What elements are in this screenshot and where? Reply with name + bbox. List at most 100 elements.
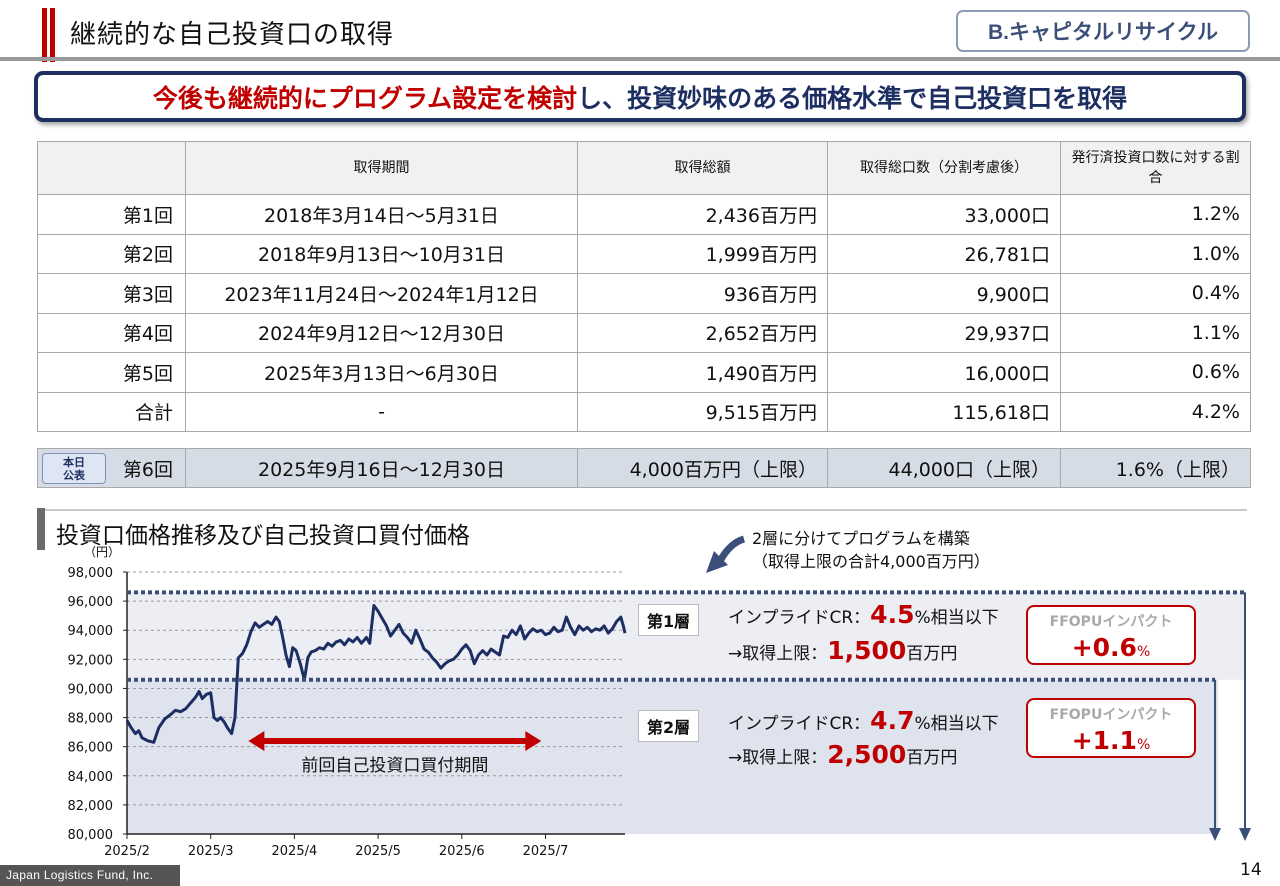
table-row: 第4回 2024年9月12日～12月30日 2,652百万円 29,937口 1…	[37, 312, 1251, 353]
header-accent-bar	[42, 8, 47, 62]
layer2-cr-suffix: %相当以下	[914, 714, 999, 734]
banner-text-red: 今後も継続的にプログラム設定を検討	[152, 83, 578, 113]
layer1-limit-value: 1,500	[827, 636, 907, 665]
banner-text-navy: し、投資妙味のある価格水準で自己投資口を取得	[577, 83, 1128, 113]
layer2-limit-suffix: 百万円	[906, 748, 958, 768]
table-cell: 1.6%（上限）	[1060, 448, 1251, 488]
layer1-ffopu-impact: FFOPUインパクト +0.6%	[1026, 605, 1196, 665]
table-cell: 4,000百万円（上限）	[577, 448, 828, 488]
table-row: 第5回 2025年3月13日～6月30日 1,490百万円 16,000口 0.…	[37, 352, 1251, 393]
layer2-cr: インプライドCR：4.7%相当以下	[728, 706, 999, 735]
table-cell: 0.4%	[1060, 273, 1251, 314]
ffopu-value-unit: %	[1136, 644, 1151, 660]
purchase-level-arrow-head	[1209, 828, 1221, 841]
y-tick-label: 80,000	[68, 828, 114, 843]
table-cell: 1.0%	[1060, 233, 1251, 274]
company-logo: Japan Logistics Fund, Inc.	[0, 865, 180, 886]
table-header-cell: 取得総額	[577, 141, 828, 195]
x-tick-label: 2025/3	[188, 844, 234, 859]
purchase-level-lines	[127, 590, 1251, 841]
layer2-limit-prefix: →取得上限：	[728, 748, 828, 768]
y-tick-label: 94,000	[68, 624, 114, 639]
series-line-unit-price	[125, 604, 627, 744]
ffopu-value-number: +0.6	[1071, 633, 1137, 662]
layer2-cr-value: 4.7	[870, 706, 915, 735]
table-cell: 1.2%	[1060, 194, 1251, 235]
table-row: 第1回 2018年3月14日～5月31日 2,436百万円 33,000口 1.…	[37, 194, 1251, 235]
table-cell: 本日 公表 第6回	[37, 448, 186, 488]
y-tick-label: 86,000	[68, 741, 114, 756]
chart-section-title: 投資口価格推移及び自己投資口買付価格	[56, 523, 470, 549]
layer1-cr-prefix: インプライドCR：	[728, 608, 871, 628]
ffopu-impact-title: FFOPUインパクト	[1049, 707, 1173, 723]
table-cell: 16,000口	[827, 352, 1061, 393]
header-accent-bar	[50, 8, 55, 62]
table-cell: -	[185, 391, 578, 432]
table-cell: 0.6%	[1060, 352, 1251, 393]
table-cell: 26,781口	[827, 233, 1061, 274]
layer1-cr-suffix: %相当以下	[914, 608, 999, 628]
layer2-limit-value: 2,500	[827, 740, 907, 769]
table-header-row: 取得期間 取得総額 取得総口数（分割考慮後） 発行済投資口数に対する割合	[37, 141, 1251, 195]
period-label: 前回自己投資口買付期間	[301, 756, 488, 776]
table-cell: 115,618口	[827, 391, 1061, 432]
y-tick-label: 84,000	[68, 770, 114, 785]
x-axis-ticks: 2025/2 2025/3 2025/4 2025/5 2025/6 2025/7	[104, 834, 568, 859]
layer1-label: 第1層	[638, 604, 700, 636]
table-cell: 2018年9月13日～10月31日	[185, 233, 578, 274]
table-header-cell: 発行済投資口数に対する割合	[1060, 141, 1251, 195]
table-cell: 第5回	[37, 352, 186, 393]
page-title: 継続的な自己投資口の取得	[70, 20, 395, 50]
header-divider	[0, 57, 1280, 61]
table-cell: 第1回	[37, 194, 186, 235]
table-cell: 2025年9月16日～12月30日	[185, 448, 578, 488]
ffopu-impact-title: FFOPUインパクト	[1049, 614, 1173, 630]
table-row-new-program: 本日 公表 第6回 2025年9月16日～12月30日 4,000百万円（上限） …	[37, 448, 1251, 488]
table-cell: 第3回	[37, 273, 186, 314]
y-tick-label: 92,000	[68, 653, 114, 668]
table-total-row: 合計 - 9,515百万円 115,618口 4.2%	[37, 391, 1251, 432]
chart-gridlines	[127, 571, 625, 806]
layer1-cr: インプライドCR：4.5%相当以下	[728, 600, 999, 629]
x-tick-label: 2025/5	[355, 844, 401, 859]
table-cell: 4.2%	[1060, 391, 1251, 432]
table-row: 第2回 2018年9月13日～10月31日 1,999百万円 26,781口 1…	[37, 233, 1251, 274]
ffopu-impact-value: +1.1%	[1028, 726, 1194, 755]
purchase-level-arrow-head	[1239, 828, 1251, 841]
table-cell: 9,900口	[827, 273, 1061, 314]
layer2-label: 第2層	[638, 710, 700, 742]
x-tick-label: 2025/4	[272, 844, 318, 859]
x-tick-label: 2025/2	[104, 844, 150, 859]
table-cell: 2024年9月12日～12月30日	[185, 312, 578, 353]
table-cell: 1,490百万円	[577, 352, 828, 393]
previous-buyback-period-arrow: 前回自己投資口買付期間	[248, 731, 542, 776]
program-note-line1: 2層に分けてプログラムを構築	[752, 529, 970, 548]
program-note-line2: （取得上限の合計4,000百万円）	[752, 552, 990, 571]
table-row: 第3回 2023年11月24日～2024年1月12日 936百万円 9,900口…	[37, 273, 1251, 314]
x-tick-label: 2025/6	[439, 844, 485, 859]
y-tick-label: 88,000	[68, 712, 114, 727]
layer2-limit: →取得上限：2,500百万円	[728, 740, 957, 769]
section-tag: B.キャピタルリサイクル	[956, 10, 1250, 52]
new-program-table: 本日 公表 第6回 2025年9月16日～12月30日 4,000百万円（上限） …	[37, 448, 1251, 488]
ffopu-value-unit: %	[1136, 737, 1151, 753]
key-message-banner: 今後も継続的にプログラム設定を検討 し、投資妙味のある価格水準で自己投資口を取得	[34, 71, 1246, 122]
program-note: 2層に分けてプログラムを構築 （取得上限の合計4,000百万円）	[752, 527, 990, 573]
y-axis-unit: （円）	[84, 545, 121, 559]
buyback-history-table: 取得期間 取得総額 取得総口数（分割考慮後） 発行済投資口数に対する割合 第1回…	[37, 141, 1251, 432]
table-cell: 第4回	[37, 312, 186, 353]
x-tick-label: 2025/7	[523, 844, 569, 859]
table-header-cell: 取得総口数（分割考慮後）	[827, 141, 1061, 195]
y-tick-label: 82,000	[68, 799, 114, 814]
layer1-limit-prefix: →取得上限：	[728, 644, 828, 664]
page-number: 14	[1240, 860, 1262, 880]
layer2-cr-prefix: インプライドCR：	[728, 714, 871, 734]
section-divider	[37, 509, 1247, 511]
y-tick-label: 96,000	[68, 595, 114, 610]
y-axis-ticks: 80,000 82,000 84,000 86,000 88,000 90,000 92,0…	[68, 566, 127, 843]
table-header-cell	[37, 141, 186, 195]
table-cell: 合計	[37, 391, 186, 432]
table-cell: 44,000口（上限）	[827, 448, 1061, 488]
table-cell: 2,436百万円	[577, 194, 828, 235]
table-cell: 2025年3月13日～6月30日	[185, 352, 578, 393]
